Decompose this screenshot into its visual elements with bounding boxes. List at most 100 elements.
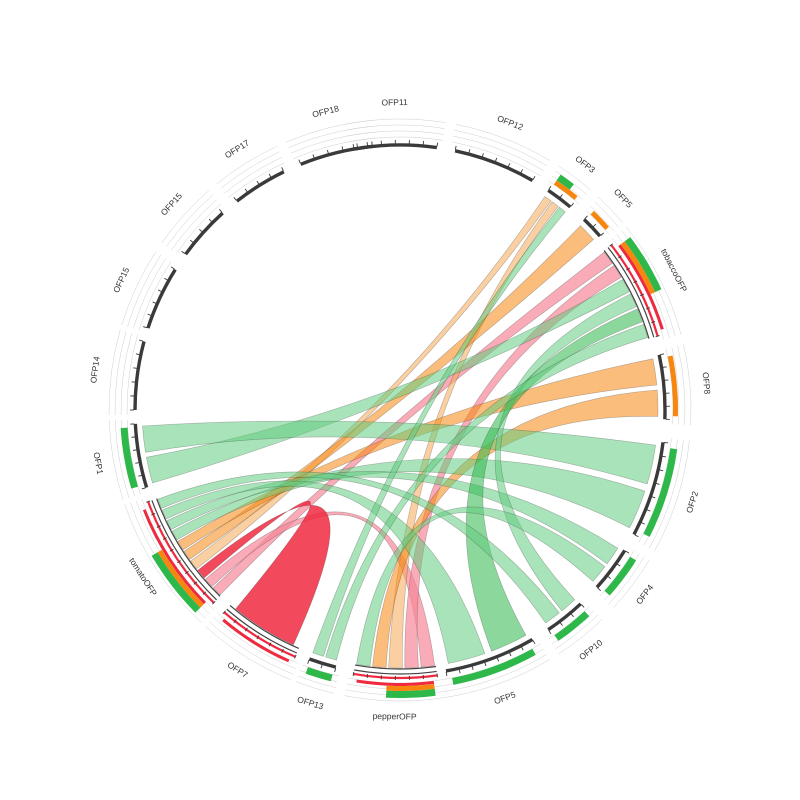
segment-label: OFP1 (92, 451, 106, 475)
guide-track (216, 146, 278, 185)
segment-label: OFP4 (634, 582, 656, 606)
guide-track (288, 125, 376, 148)
ideogram-highlight (610, 244, 659, 337)
segment-label: OFP7 (226, 660, 250, 680)
guide-track (599, 550, 635, 597)
axis-tick (307, 659, 310, 664)
axis-tick (471, 665, 474, 671)
link-ofp8-tomato (177, 358, 658, 551)
guide-track (297, 675, 336, 688)
histogram-green (624, 237, 662, 293)
link-ofp5a-tomato (183, 225, 594, 560)
guide-track (295, 681, 335, 694)
axis-tick (468, 149, 471, 154)
guide-track (590, 205, 614, 231)
axis-tick (640, 522, 645, 525)
axis-tick (146, 500, 151, 503)
ideogram-inner (603, 250, 650, 339)
segment-ofp15a: OFP15 (111, 251, 177, 331)
axis-tick (169, 548, 174, 552)
guide-track (347, 677, 443, 684)
ideogram-inner (156, 498, 221, 597)
guide-track (586, 210, 610, 235)
axis-tick (294, 654, 297, 659)
axis-tick (133, 367, 138, 369)
guide-track (171, 199, 218, 251)
axis-tick (548, 185, 552, 190)
segment-ofp17: OFP17 (216, 137, 285, 203)
axis-tick (312, 154, 315, 159)
segment-ofp12: OFP12 (452, 113, 551, 182)
axis-tick (508, 652, 512, 657)
histogram-red (356, 679, 435, 686)
axis-tick (244, 188, 248, 193)
segment-label: OFP17 (223, 137, 251, 160)
link-ofp13-ofp3 (312, 206, 566, 657)
axis-tick (233, 196, 237, 201)
guide-track (127, 254, 162, 327)
segment-label: OFP3 (573, 154, 597, 176)
segment-ofp18: OFP18 (286, 103, 377, 166)
segment-pepper: pepperOFP (344, 664, 446, 722)
guide-track (665, 348, 674, 425)
axis-tick (356, 143, 358, 148)
segment-ofp8: OFP8 (657, 344, 713, 426)
guide-track (124, 504, 202, 624)
axis-tick (559, 622, 563, 626)
guide-track (612, 559, 650, 609)
histogram-green (643, 448, 678, 537)
guide-track (293, 137, 377, 159)
axis-tick (618, 255, 622, 259)
axis-tick (600, 232, 605, 236)
axis-tick (147, 313, 152, 316)
guide-track (108, 329, 121, 416)
axis-tick (559, 194, 563, 198)
histogram-green (554, 611, 590, 641)
guide-track (683, 344, 692, 426)
link-tomato-pepper (204, 511, 435, 668)
axis-tick (132, 449, 138, 451)
guide-track (558, 165, 592, 191)
histogram-orange (620, 241, 656, 295)
axis-tick (268, 173, 272, 178)
axis-tick (334, 667, 337, 673)
histogram-green (120, 427, 138, 489)
histogram-green (385, 688, 436, 698)
axis-tick (625, 550, 630, 554)
axis-tick (651, 321, 656, 324)
axis-tick (570, 202, 574, 207)
axis-tick (135, 462, 140, 464)
axis-tick (164, 277, 169, 281)
ideogram-bar (657, 354, 667, 420)
guide-track (166, 194, 214, 247)
axis-tick (135, 353, 140, 356)
axis-tick (607, 575, 612, 580)
axis-tick (532, 175, 536, 180)
guide-track (611, 238, 664, 340)
axis-tick (484, 662, 487, 667)
guide-track (126, 334, 138, 415)
segment-label: OFP15 (111, 265, 132, 294)
segment-label: pepperOFP (373, 711, 417, 722)
axis-tick (454, 145, 457, 150)
axis-tick (202, 591, 207, 595)
guide-track (290, 131, 376, 154)
guide-track (654, 440, 690, 552)
guide-track (452, 141, 541, 177)
link-ofp3-tomato (190, 196, 552, 570)
axis-tick (651, 496, 656, 499)
axis-tick (157, 289, 162, 293)
link-ofp1-ofp2 (142, 420, 656, 485)
axis-tick (281, 167, 284, 172)
ideogram-bar (146, 268, 177, 329)
axis-tick (199, 229, 203, 233)
axis-tick (507, 163, 511, 168)
segment-label: OFP12 (496, 113, 525, 132)
axis-tick (320, 664, 323, 669)
axis-tick (298, 159, 301, 164)
axis-tick (634, 534, 639, 538)
axis-tick (193, 581, 198, 585)
axis-tick (661, 455, 666, 458)
ideogram-bar (582, 218, 602, 238)
